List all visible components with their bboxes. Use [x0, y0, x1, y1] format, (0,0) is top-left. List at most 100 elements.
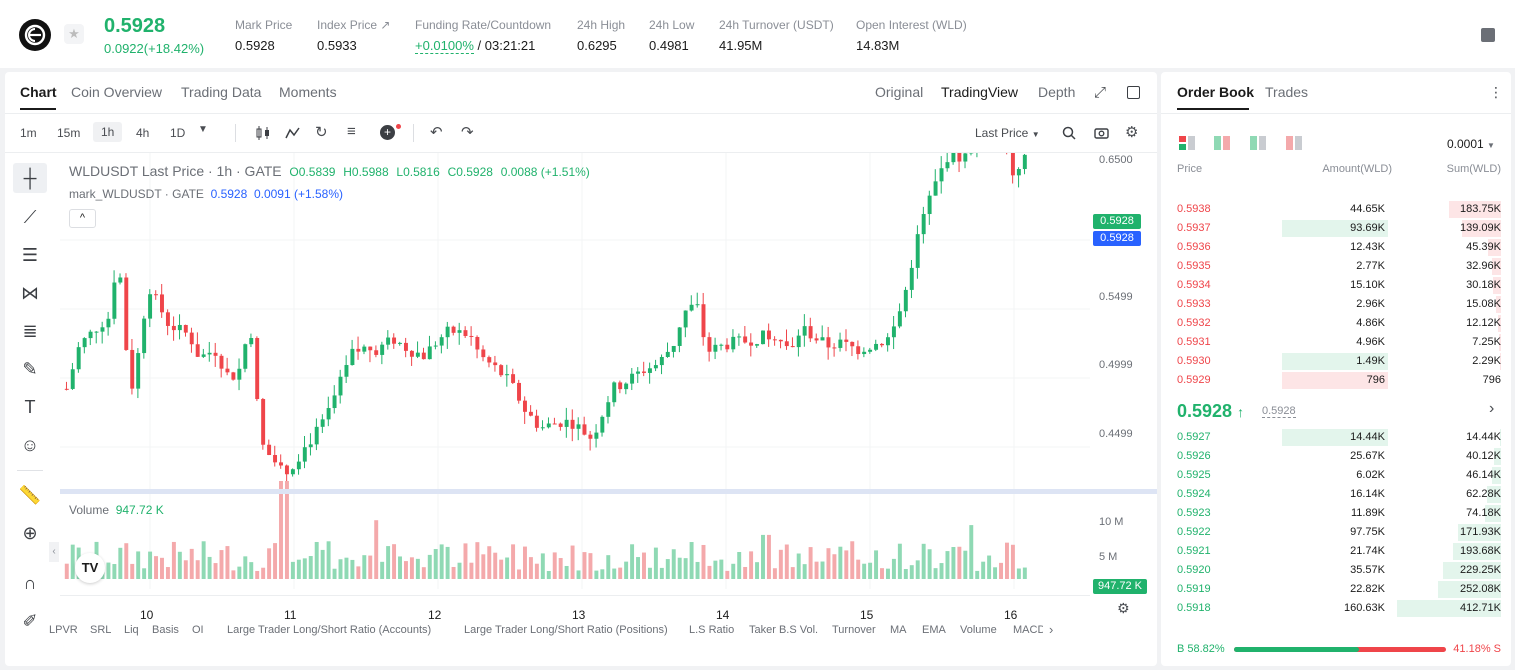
view-tradingview[interactable]: TradingView	[941, 84, 1019, 100]
text-tool-icon[interactable]: T	[24, 396, 36, 417]
timeframe-1d[interactable]: 1D	[170, 126, 186, 140]
ask-row[interactable]: 0.5929 796 796	[1161, 371, 1511, 390]
divider	[1161, 113, 1511, 114]
crosshair-tool-icon[interactable]: ┼	[13, 163, 47, 193]
volume-bar	[665, 559, 670, 579]
window-icon[interactable]	[1127, 86, 1140, 99]
indicator-liq[interactable]: Liq	[124, 624, 139, 636]
indicator-lt-accounts[interactable]: Large Trader Long/Short Ratio (Accounts)	[227, 624, 432, 636]
ask-row[interactable]: 0.5931 4.96K 7.25K	[1161, 333, 1511, 352]
favorite-star-icon[interactable]: ★	[64, 24, 84, 44]
pattern-tool-icon[interactable]: ⋈	[21, 282, 39, 303]
search-icon[interactable]	[1062, 126, 1076, 140]
view-original[interactable]: Original	[875, 84, 924, 100]
horizontal-lines-tool-icon[interactable]: ☰	[21, 244, 39, 265]
indicator-oi[interactable]: OI	[192, 624, 204, 636]
bid-row[interactable]: 0.5924 16.14K 62.28K	[1161, 485, 1511, 504]
camera-icon[interactable]	[1094, 126, 1109, 139]
ask-row[interactable]: 0.5938 44.65K 183.75K	[1161, 200, 1511, 219]
collapse-legend-button[interactable]: ^	[69, 209, 96, 228]
tab-trades[interactable]: Trades	[1265, 84, 1309, 100]
timeframe-1m[interactable]: 1m	[20, 126, 37, 140]
chevron-right-icon[interactable]: ›	[1489, 400, 1495, 417]
lock-drawing-tool-icon[interactable]: ✐	[22, 610, 38, 631]
refresh-icon[interactable]: ↻	[315, 124, 328, 141]
emoji-tool-icon[interactable]: ☺	[20, 434, 40, 455]
timeframe-15m[interactable]: 15m	[57, 126, 81, 140]
view-depth[interactable]: Depth	[1038, 84, 1076, 100]
gear-icon[interactable]: ⚙	[1125, 124, 1139, 141]
bid-row[interactable]: 0.5919 22.82K 252.08K	[1161, 580, 1511, 599]
add-indicator-icon[interactable]: +	[380, 125, 395, 140]
tradingview-logo-icon[interactable]: TV	[75, 553, 105, 583]
bid-row[interactable]: 0.5926 25.67K 40.12K	[1161, 447, 1511, 466]
ruler-tool-icon[interactable]: 📏	[18, 484, 42, 505]
indicator-ma[interactable]: MA	[890, 624, 907, 636]
chevron-down-icon[interactable]: ▼	[198, 124, 208, 135]
precision-select[interactable]: 0.0001 ▼	[1447, 137, 1495, 151]
indicator-macd[interactable]: MACD	[1013, 624, 1043, 636]
more-menu-icon[interactable]: ⋮	[1489, 84, 1503, 100]
bid-row[interactable]: 0.5923 11.89K 74.18K	[1161, 504, 1511, 523]
ask-row[interactable]: 0.5936 12.43K 45.39K	[1161, 238, 1511, 257]
ask-row[interactable]: 0.5935 2.77K 32.96K	[1161, 257, 1511, 276]
stat-index-price[interactable]: Index Price ↗ 0.5933	[317, 18, 390, 53]
tab-moments[interactable]: Moments	[279, 84, 337, 100]
indicator-srl[interactable]: SRL	[90, 624, 112, 636]
candles-icon[interactable]	[254, 125, 272, 141]
volume-bar	[136, 551, 141, 579]
view-bids-icon[interactable]	[1250, 136, 1266, 150]
ask-row[interactable]: 0.5933 2.96K 15.08K	[1161, 295, 1511, 314]
expand-icon[interactable]: ⤢	[1094, 84, 1107, 101]
ask-row[interactable]: 0.5934 15.10K 30.18K	[1161, 276, 1511, 295]
indicator-ls-ratio[interactable]: L.S Ratio	[689, 624, 735, 636]
brush-tool-icon[interactable]: ✎	[22, 358, 38, 379]
volume-bar	[772, 568, 777, 579]
price-type-select[interactable]: Last Price ▼	[975, 126, 1040, 140]
redo-icon[interactable]: ↷	[461, 124, 474, 141]
bid-row[interactable]: 0.5927 14.44K 14.44K	[1161, 428, 1511, 447]
candle-body	[457, 330, 462, 333]
indicator-ema[interactable]: EMA	[922, 624, 946, 636]
mid-price[interactable]: 0.5928 ↑	[1177, 401, 1244, 422]
indicator-taker-bs[interactable]: Taker B.S Vol.	[749, 624, 819, 636]
bid-row[interactable]: 0.5921 21.74K 193.68K	[1161, 542, 1511, 561]
indicator-lt-positions[interactable]: Large Trader Long/Short Ratio (Positions…	[464, 624, 668, 636]
collapse-toolbar-icon[interactable]: ‹	[49, 542, 59, 562]
chevron-right-icon[interactable]: ›	[1049, 622, 1054, 637]
candlestick-chart[interactable]	[60, 153, 1090, 589]
ohlc-legend: WLDUSDT Last Price · 1h · GATE O0.5839 H…	[69, 163, 590, 179]
indicator-basis[interactable]: Basis	[152, 624, 179, 636]
magnet-tool-icon[interactable]: ∩	[23, 572, 37, 593]
zoom-in-tool-icon[interactable]: ⊕	[22, 522, 38, 543]
tab-trading-data[interactable]: Trading Data	[181, 84, 262, 100]
timeframe-4h[interactable]: 4h	[136, 126, 150, 140]
indicator-volume[interactable]: Volume	[960, 624, 997, 636]
guide-book-icon[interactable]	[1481, 28, 1495, 42]
tab-order-book[interactable]: Order Book	[1177, 84, 1255, 100]
view-asks-icon[interactable]	[1286, 136, 1302, 150]
bid-row[interactable]: 0.5920 35.57K 229.25K	[1161, 561, 1511, 580]
bid-row[interactable]: 0.5922 97.75K 171.93K	[1161, 523, 1511, 542]
ask-row[interactable]: 0.5930 1.49K 2.29K	[1161, 352, 1511, 371]
trendline-tool-icon[interactable]: ⟋	[23, 206, 37, 227]
indicators-icon[interactable]	[284, 125, 302, 141]
fib-tool-icon[interactable]: ≣	[22, 320, 38, 341]
timeframe-1h[interactable]: 1h	[93, 122, 123, 142]
view-split-icon[interactable]	[1214, 136, 1230, 150]
indicator-turnover[interactable]: Turnover	[832, 624, 876, 636]
tab-coin-overview[interactable]: Coin Overview	[71, 84, 163, 100]
ask-row[interactable]: 0.5937 93.69K 139.09K	[1161, 219, 1511, 238]
bid-row[interactable]: 0.5918 160.63K 412.71K	[1161, 599, 1511, 618]
view-both-icon[interactable]	[1179, 136, 1195, 150]
axis-settings-icon[interactable]: ⚙	[1117, 600, 1130, 616]
tab-chart[interactable]: Chart	[20, 84, 57, 100]
templates-icon[interactable]: ≡	[347, 123, 356, 140]
ask-row[interactable]: 0.5932 4.86K 12.12K	[1161, 314, 1511, 333]
y-axis-label: 0.6500	[1099, 154, 1133, 166]
bid-row[interactable]: 0.5925 6.02K 46.14K	[1161, 466, 1511, 485]
indicator-lpvr[interactable]: LPVR	[49, 624, 78, 636]
order-sum: 30.18K	[1466, 279, 1501, 291]
undo-icon[interactable]: ↶	[430, 124, 443, 141]
pane-separator[interactable]	[60, 489, 1157, 494]
